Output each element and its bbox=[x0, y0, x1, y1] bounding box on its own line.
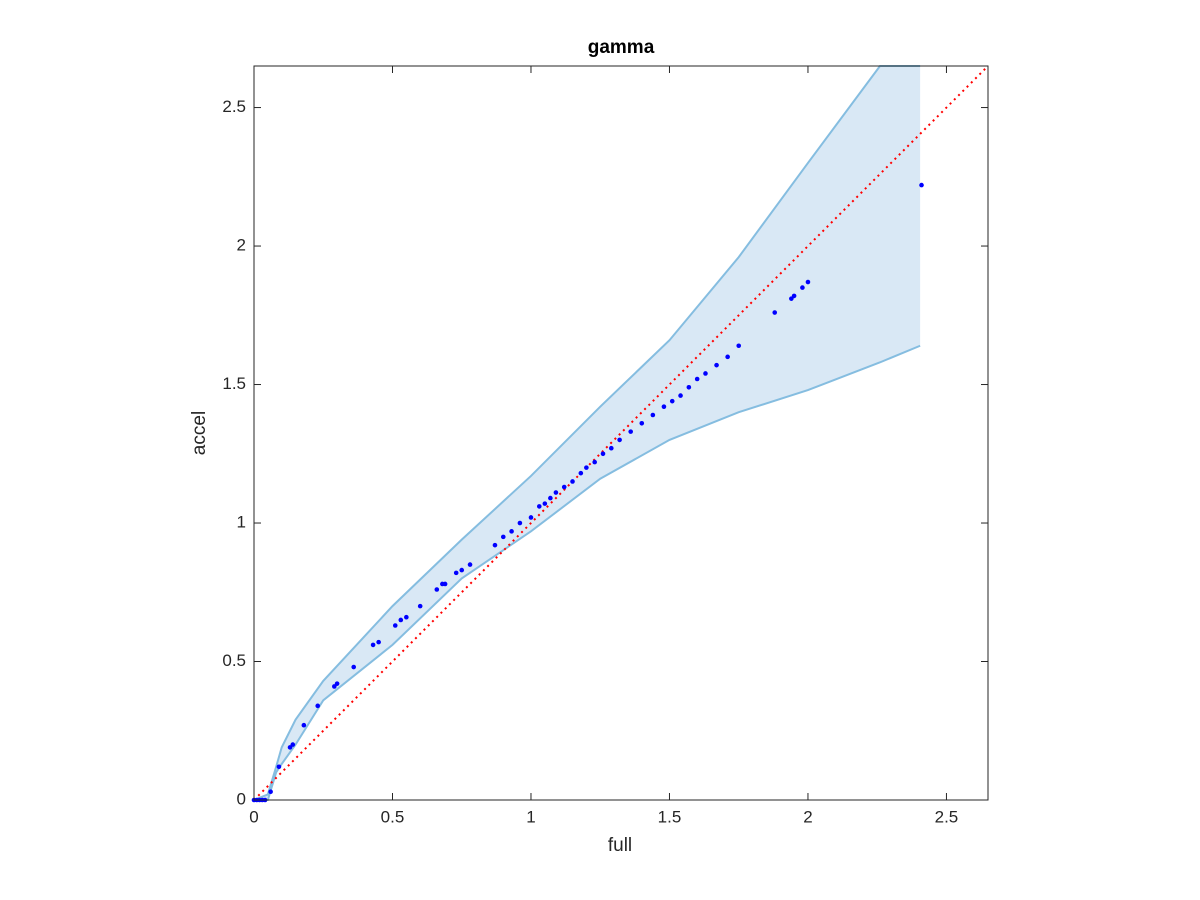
data-point bbox=[404, 614, 409, 620]
data-point bbox=[334, 681, 340, 686]
data-point bbox=[772, 310, 778, 315]
chart-title: gamma bbox=[588, 37, 655, 58]
data-point bbox=[686, 384, 692, 390]
data-point bbox=[714, 362, 719, 368]
band-fill bbox=[254, 66, 921, 800]
data-point bbox=[276, 764, 282, 770]
data-point bbox=[609, 445, 614, 451]
data-point bbox=[800, 285, 805, 290]
data-point bbox=[351, 664, 357, 670]
data-point bbox=[517, 520, 523, 526]
y-tick-label: 1.5 bbox=[222, 374, 246, 393]
data-point bbox=[639, 421, 645, 426]
data-point bbox=[268, 789, 273, 794]
band-lower-edge bbox=[254, 344, 921, 801]
data-point bbox=[548, 495, 553, 501]
data-point bbox=[805, 279, 811, 285]
data-point bbox=[561, 484, 567, 490]
y-tick-label: 2 bbox=[237, 236, 246, 255]
data-point bbox=[315, 703, 321, 709]
data-point bbox=[542, 501, 548, 506]
y-tick-label: 1 bbox=[237, 513, 246, 532]
data-point bbox=[592, 459, 597, 465]
data-point bbox=[703, 371, 708, 376]
data-point bbox=[509, 529, 514, 534]
data-point bbox=[467, 562, 473, 567]
y-axis-label: accel bbox=[189, 411, 210, 455]
data-point bbox=[661, 404, 667, 409]
data-point bbox=[434, 587, 440, 592]
data-point bbox=[370, 642, 376, 648]
data-point bbox=[459, 567, 465, 573]
x-tick-label: 0.5 bbox=[381, 807, 405, 826]
data-point bbox=[919, 182, 924, 188]
x-tick-label: 1 bbox=[526, 807, 535, 826]
y-tick-label: 0.5 bbox=[222, 651, 246, 670]
data-point bbox=[536, 504, 542, 509]
data-point bbox=[570, 479, 575, 484]
x-tick-label: 1.5 bbox=[658, 807, 682, 826]
data-point bbox=[694, 376, 700, 382]
data-point bbox=[417, 603, 423, 609]
data-point bbox=[553, 490, 559, 495]
data-point bbox=[492, 542, 498, 548]
data-point bbox=[791, 293, 797, 299]
data-point bbox=[301, 722, 307, 728]
data-point bbox=[584, 465, 589, 470]
data-point bbox=[600, 451, 606, 457]
data-point bbox=[376, 639, 381, 645]
x-tick-label: 2 bbox=[803, 807, 812, 826]
reference-line bbox=[253, 65, 989, 801]
x-tick-label: 0 bbox=[249, 807, 258, 826]
data-point bbox=[528, 515, 534, 520]
data-point bbox=[628, 429, 633, 434]
data-point bbox=[725, 354, 730, 360]
band-upper-edge bbox=[253, 65, 921, 801]
data-point bbox=[578, 470, 584, 476]
y-tick-label: 0 bbox=[237, 789, 246, 808]
x-tick-label: 2.5 bbox=[935, 807, 959, 826]
axes-box bbox=[253, 65, 989, 801]
data-point bbox=[290, 742, 296, 747]
data-point bbox=[617, 437, 622, 443]
data-point bbox=[669, 398, 675, 404]
data-point bbox=[500, 534, 506, 540]
data-point bbox=[453, 570, 459, 576]
data-point bbox=[736, 343, 742, 349]
data-point bbox=[398, 617, 404, 623]
data-point bbox=[392, 623, 398, 628]
y-tick-label: 2.5 bbox=[222, 97, 246, 116]
x-axis-label: full bbox=[608, 835, 632, 856]
data-point bbox=[650, 412, 656, 418]
data-point bbox=[678, 393, 683, 398]
data-point bbox=[442, 581, 448, 587]
